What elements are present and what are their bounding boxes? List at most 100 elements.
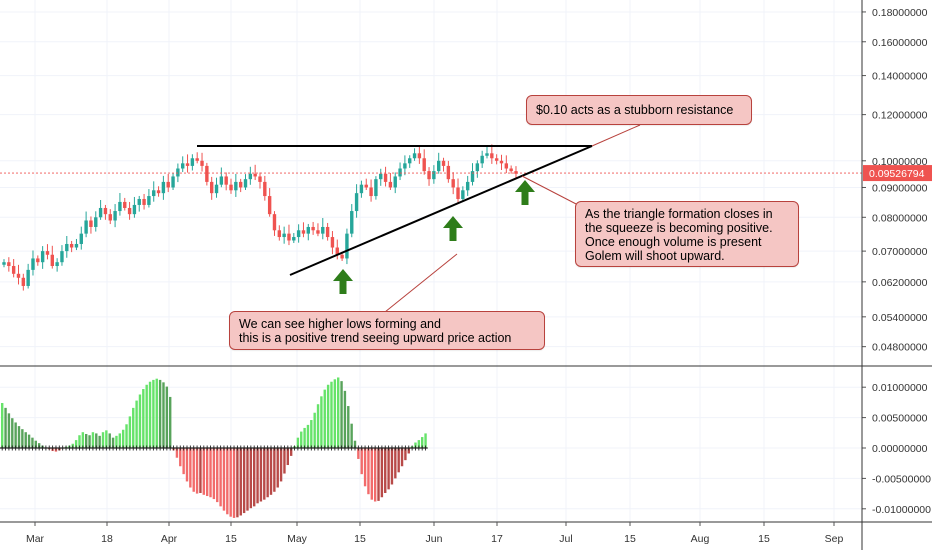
candle-body [316,230,320,234]
histogram-bar [400,448,404,467]
candle-body [306,226,310,234]
candle-body [176,168,180,177]
osc-y-tick-label: 0.01000000 [872,382,928,394]
higher-lows-note-line-2: this is a positive trend seeing upward p… [239,331,512,345]
candle-body [181,163,185,169]
candle-body [350,211,354,234]
candle-body [509,168,513,172]
histogram-bar [276,448,279,488]
histogram-bar [286,448,289,466]
candle-body [446,165,451,180]
x-tick-label: May [287,533,308,545]
candle-body [364,184,368,188]
histogram-bar [397,448,400,473]
x-tick-label: 15 [758,533,770,545]
histogram-bar [269,448,273,495]
histogram-bar [182,448,185,475]
histogram-bar [236,448,239,518]
histogram-bar [266,448,269,498]
candle-body [16,273,21,278]
osc-y-tick-label: -0.00500000 [872,473,931,485]
histogram-bar [350,423,353,448]
histogram-bar [199,448,202,493]
histogram-bar [222,448,226,511]
candle-body [229,184,233,191]
candle-body [31,258,35,270]
histogram-bar [175,448,179,458]
candle-body [50,254,54,267]
squeeze-note-line-3: Once enough volume is present [585,235,762,249]
histogram-bar [14,422,17,448]
histogram-bar [34,440,37,448]
up-arrow-icon [515,180,535,205]
candle-body [441,160,446,166]
candle-body [55,262,59,267]
histogram-bar [289,448,293,456]
histogram-bar [128,416,132,448]
candle-body [301,230,306,234]
histogram-bar [394,448,397,479]
x-tick-label: Mar [26,533,45,545]
histogram-bar [300,431,303,448]
histogram-bar [296,437,300,448]
histogram-bar [91,432,95,448]
histogram-bar [404,448,407,461]
x-tick-label: Jun [426,533,443,545]
price-y-tick-label: 0.05400000 [872,312,928,324]
x-tick-label: Aug [691,533,710,545]
osc-y-tick-label: 0.00000000 [872,443,928,455]
histogram-bar [384,448,387,493]
candle-body [359,184,364,194]
candle-body [403,163,407,169]
price-y-tick-label: 0.08000000 [872,212,928,224]
histogram-bar [212,448,216,500]
price-gridlines [0,0,862,522]
price-y-tick-label: 0.10000000 [872,156,928,168]
histogram-bar [179,448,182,467]
histogram-bar [417,440,421,448]
candle-body [11,266,16,274]
candle-body [79,233,83,244]
histogram-bar [239,448,242,516]
candle-body [166,181,170,188]
histogram-bar [407,448,410,454]
histogram-bar [363,448,367,487]
candle-body [60,251,64,263]
histogram-bar [323,389,326,448]
candle-body [65,243,69,252]
candlesticks [2,144,518,291]
candle-body [185,163,190,166]
candle-body [504,163,509,169]
histogram-bar [387,448,390,490]
histogram-bar [283,448,286,474]
histogram-bar [31,437,34,448]
candle-body [45,251,50,255]
candle-body [103,207,108,215]
histogram-bar [347,406,350,448]
x-tick-label: 17 [491,533,503,545]
candle-body [234,181,238,191]
histogram-bar [85,434,88,448]
histogram-bar [242,448,246,514]
histogram-bar [256,448,259,504]
histogram-bar [229,448,232,517]
squeeze-note-line-1: As the triangle formation closes in [585,207,773,221]
price-y-tick-label: 0.18000000 [872,7,928,19]
candle-body [108,214,112,221]
histogram-bar [320,396,323,448]
histogram-bar [169,396,172,448]
price-y-tick-label: 0.06200000 [872,277,928,289]
histogram-bar [259,448,263,502]
histogram-bar [202,448,205,495]
histogram-bar [370,448,373,500]
histogram-bar [192,448,195,492]
candle-body [190,158,195,166]
candle-body [456,187,460,199]
histogram-bar [316,404,320,448]
histogram-bar [273,448,276,492]
histogram-bar [125,424,128,448]
candle-body [340,254,344,259]
candle-body [118,201,122,212]
histogram-bar [88,435,91,448]
